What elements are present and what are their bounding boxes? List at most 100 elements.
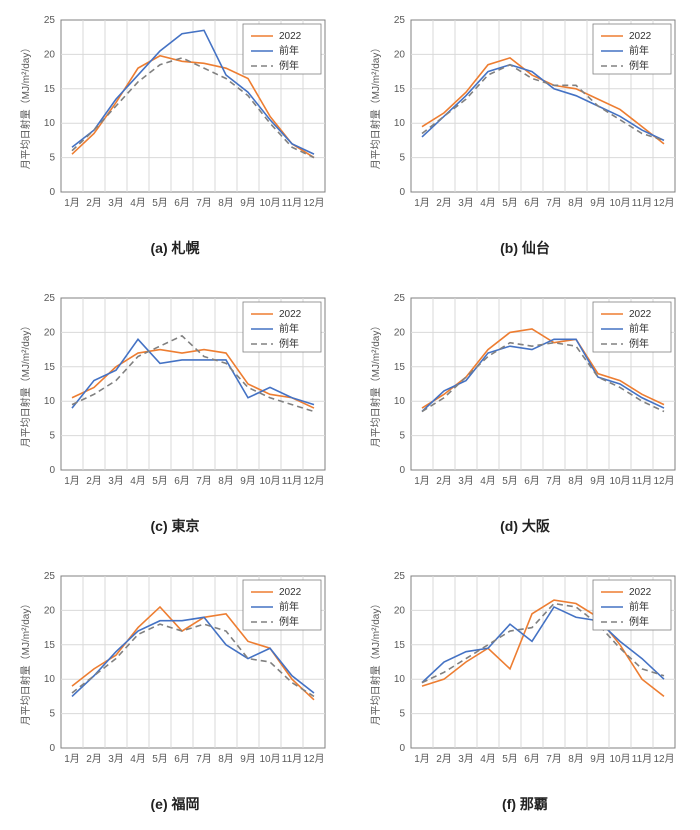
svg-text:1月: 1月 bbox=[414, 475, 430, 487]
svg-text:例年: 例年 bbox=[279, 337, 299, 350]
svg-text:20: 20 bbox=[44, 49, 56, 60]
svg-text:10: 10 bbox=[44, 674, 56, 685]
svg-text:20: 20 bbox=[44, 327, 56, 338]
panel-e: 05101520251月2月3月4月5月6月7月8月9月10月11月12月月平均… bbox=[10, 566, 340, 814]
panel-a: 05101520251月2月3月4月5月6月7月8月9月10月11月12月月平均… bbox=[10, 10, 340, 258]
svg-text:0: 0 bbox=[49, 743, 55, 754]
svg-text:前年: 前年 bbox=[279, 44, 299, 57]
svg-text:例年: 例年 bbox=[629, 59, 649, 72]
svg-text:5月: 5月 bbox=[502, 475, 518, 487]
svg-text:2022: 2022 bbox=[279, 587, 302, 598]
svg-text:4月: 4月 bbox=[480, 475, 496, 487]
svg-text:8月: 8月 bbox=[218, 197, 234, 209]
svg-text:11月: 11月 bbox=[282, 753, 302, 765]
svg-text:7月: 7月 bbox=[196, 197, 212, 209]
svg-text:20: 20 bbox=[394, 605, 406, 616]
svg-text:12月: 12月 bbox=[653, 197, 674, 209]
svg-text:6月: 6月 bbox=[524, 475, 540, 487]
svg-text:1月: 1月 bbox=[414, 197, 430, 209]
svg-text:2月: 2月 bbox=[436, 475, 452, 487]
svg-text:9月: 9月 bbox=[240, 475, 256, 487]
svg-text:10: 10 bbox=[44, 396, 56, 407]
svg-text:11月: 11月 bbox=[632, 197, 652, 209]
svg-text:11月: 11月 bbox=[282, 475, 302, 487]
svg-text:3月: 3月 bbox=[108, 197, 124, 209]
svg-text:25: 25 bbox=[44, 15, 56, 26]
svg-text:3月: 3月 bbox=[458, 475, 474, 487]
svg-text:8月: 8月 bbox=[218, 475, 234, 487]
svg-text:8月: 8月 bbox=[568, 197, 584, 209]
svg-text:6月: 6月 bbox=[174, 197, 190, 209]
svg-text:4月: 4月 bbox=[130, 197, 146, 209]
svg-text:15: 15 bbox=[44, 84, 56, 95]
svg-text:15: 15 bbox=[394, 84, 406, 95]
svg-text:前年: 前年 bbox=[629, 44, 649, 57]
svg-text:12月: 12月 bbox=[653, 475, 674, 487]
caption-d: (d) 大阪 bbox=[500, 516, 550, 536]
svg-text:0: 0 bbox=[399, 465, 405, 476]
svg-text:1月: 1月 bbox=[64, 197, 80, 209]
svg-text:2022: 2022 bbox=[279, 31, 302, 42]
svg-text:4月: 4月 bbox=[480, 197, 496, 209]
svg-text:月平均日射量（MJ/m²/day）: 月平均日射量（MJ/m²/day） bbox=[370, 43, 382, 170]
svg-text:5月: 5月 bbox=[502, 197, 518, 209]
svg-text:4月: 4月 bbox=[130, 475, 146, 487]
chart-f: 05101520251月2月3月4月5月6月7月8月9月10月11月12月月平均… bbox=[365, 566, 685, 776]
svg-text:5月: 5月 bbox=[152, 753, 168, 765]
svg-text:2月: 2月 bbox=[86, 197, 102, 209]
svg-text:5月: 5月 bbox=[152, 475, 168, 487]
svg-text:10月: 10月 bbox=[609, 753, 630, 765]
svg-text:例年: 例年 bbox=[629, 615, 649, 628]
svg-text:10月: 10月 bbox=[259, 197, 280, 209]
svg-text:25: 25 bbox=[394, 15, 406, 26]
svg-text:10: 10 bbox=[394, 118, 406, 129]
chart-d: 05101520251月2月3月4月5月6月7月8月9月10月11月12月月平均… bbox=[365, 288, 685, 498]
svg-text:5月: 5月 bbox=[502, 753, 518, 765]
svg-text:例年: 例年 bbox=[629, 337, 649, 350]
svg-text:5: 5 bbox=[49, 153, 55, 164]
svg-text:25: 25 bbox=[44, 571, 56, 582]
chart-c: 05101520251月2月3月4月5月6月7月8月9月10月11月12月月平均… bbox=[15, 288, 335, 498]
svg-text:10月: 10月 bbox=[609, 197, 630, 209]
svg-text:0: 0 bbox=[49, 187, 55, 198]
caption-e: (e) 福岡 bbox=[151, 794, 200, 814]
svg-text:7月: 7月 bbox=[196, 753, 212, 765]
svg-text:10: 10 bbox=[44, 118, 56, 129]
svg-text:7月: 7月 bbox=[546, 197, 562, 209]
svg-text:6月: 6月 bbox=[174, 753, 190, 765]
caption-b: (b) 仙台 bbox=[500, 238, 550, 258]
svg-text:12月: 12月 bbox=[303, 197, 324, 209]
caption-a: (a) 札幌 bbox=[151, 238, 200, 258]
svg-text:15: 15 bbox=[394, 640, 406, 651]
svg-text:2月: 2月 bbox=[86, 753, 102, 765]
svg-text:月平均日射量（MJ/m²/day）: 月平均日射量（MJ/m²/day） bbox=[20, 43, 32, 170]
chart-a: 05101520251月2月3月4月5月6月7月8月9月10月11月12月月平均… bbox=[15, 10, 335, 220]
svg-text:9月: 9月 bbox=[590, 197, 606, 209]
svg-text:0: 0 bbox=[49, 465, 55, 476]
svg-text:20: 20 bbox=[394, 327, 406, 338]
svg-text:20: 20 bbox=[394, 49, 406, 60]
svg-text:11月: 11月 bbox=[282, 197, 302, 209]
svg-text:7月: 7月 bbox=[196, 475, 212, 487]
svg-text:5月: 5月 bbox=[152, 197, 168, 209]
svg-text:2月: 2月 bbox=[436, 753, 452, 765]
svg-text:10: 10 bbox=[394, 396, 406, 407]
caption-f: (f) 那覇 bbox=[502, 794, 548, 814]
svg-text:5: 5 bbox=[399, 709, 405, 720]
panel-c: 05101520251月2月3月4月5月6月7月8月9月10月11月12月月平均… bbox=[10, 288, 340, 536]
svg-text:8月: 8月 bbox=[568, 753, 584, 765]
svg-text:10月: 10月 bbox=[609, 475, 630, 487]
svg-text:9月: 9月 bbox=[590, 475, 606, 487]
svg-text:6月: 6月 bbox=[524, 197, 540, 209]
svg-text:8月: 8月 bbox=[218, 753, 234, 765]
svg-text:5: 5 bbox=[49, 431, 55, 442]
svg-text:10月: 10月 bbox=[259, 753, 280, 765]
svg-text:9月: 9月 bbox=[240, 753, 256, 765]
svg-text:25: 25 bbox=[394, 571, 406, 582]
svg-text:11月: 11月 bbox=[632, 753, 652, 765]
svg-text:月平均日射量（MJ/m²/day）: 月平均日射量（MJ/m²/day） bbox=[20, 599, 32, 726]
svg-text:例年: 例年 bbox=[279, 615, 299, 628]
svg-text:2022: 2022 bbox=[279, 309, 302, 320]
svg-text:0: 0 bbox=[399, 187, 405, 198]
svg-text:11月: 11月 bbox=[632, 475, 652, 487]
